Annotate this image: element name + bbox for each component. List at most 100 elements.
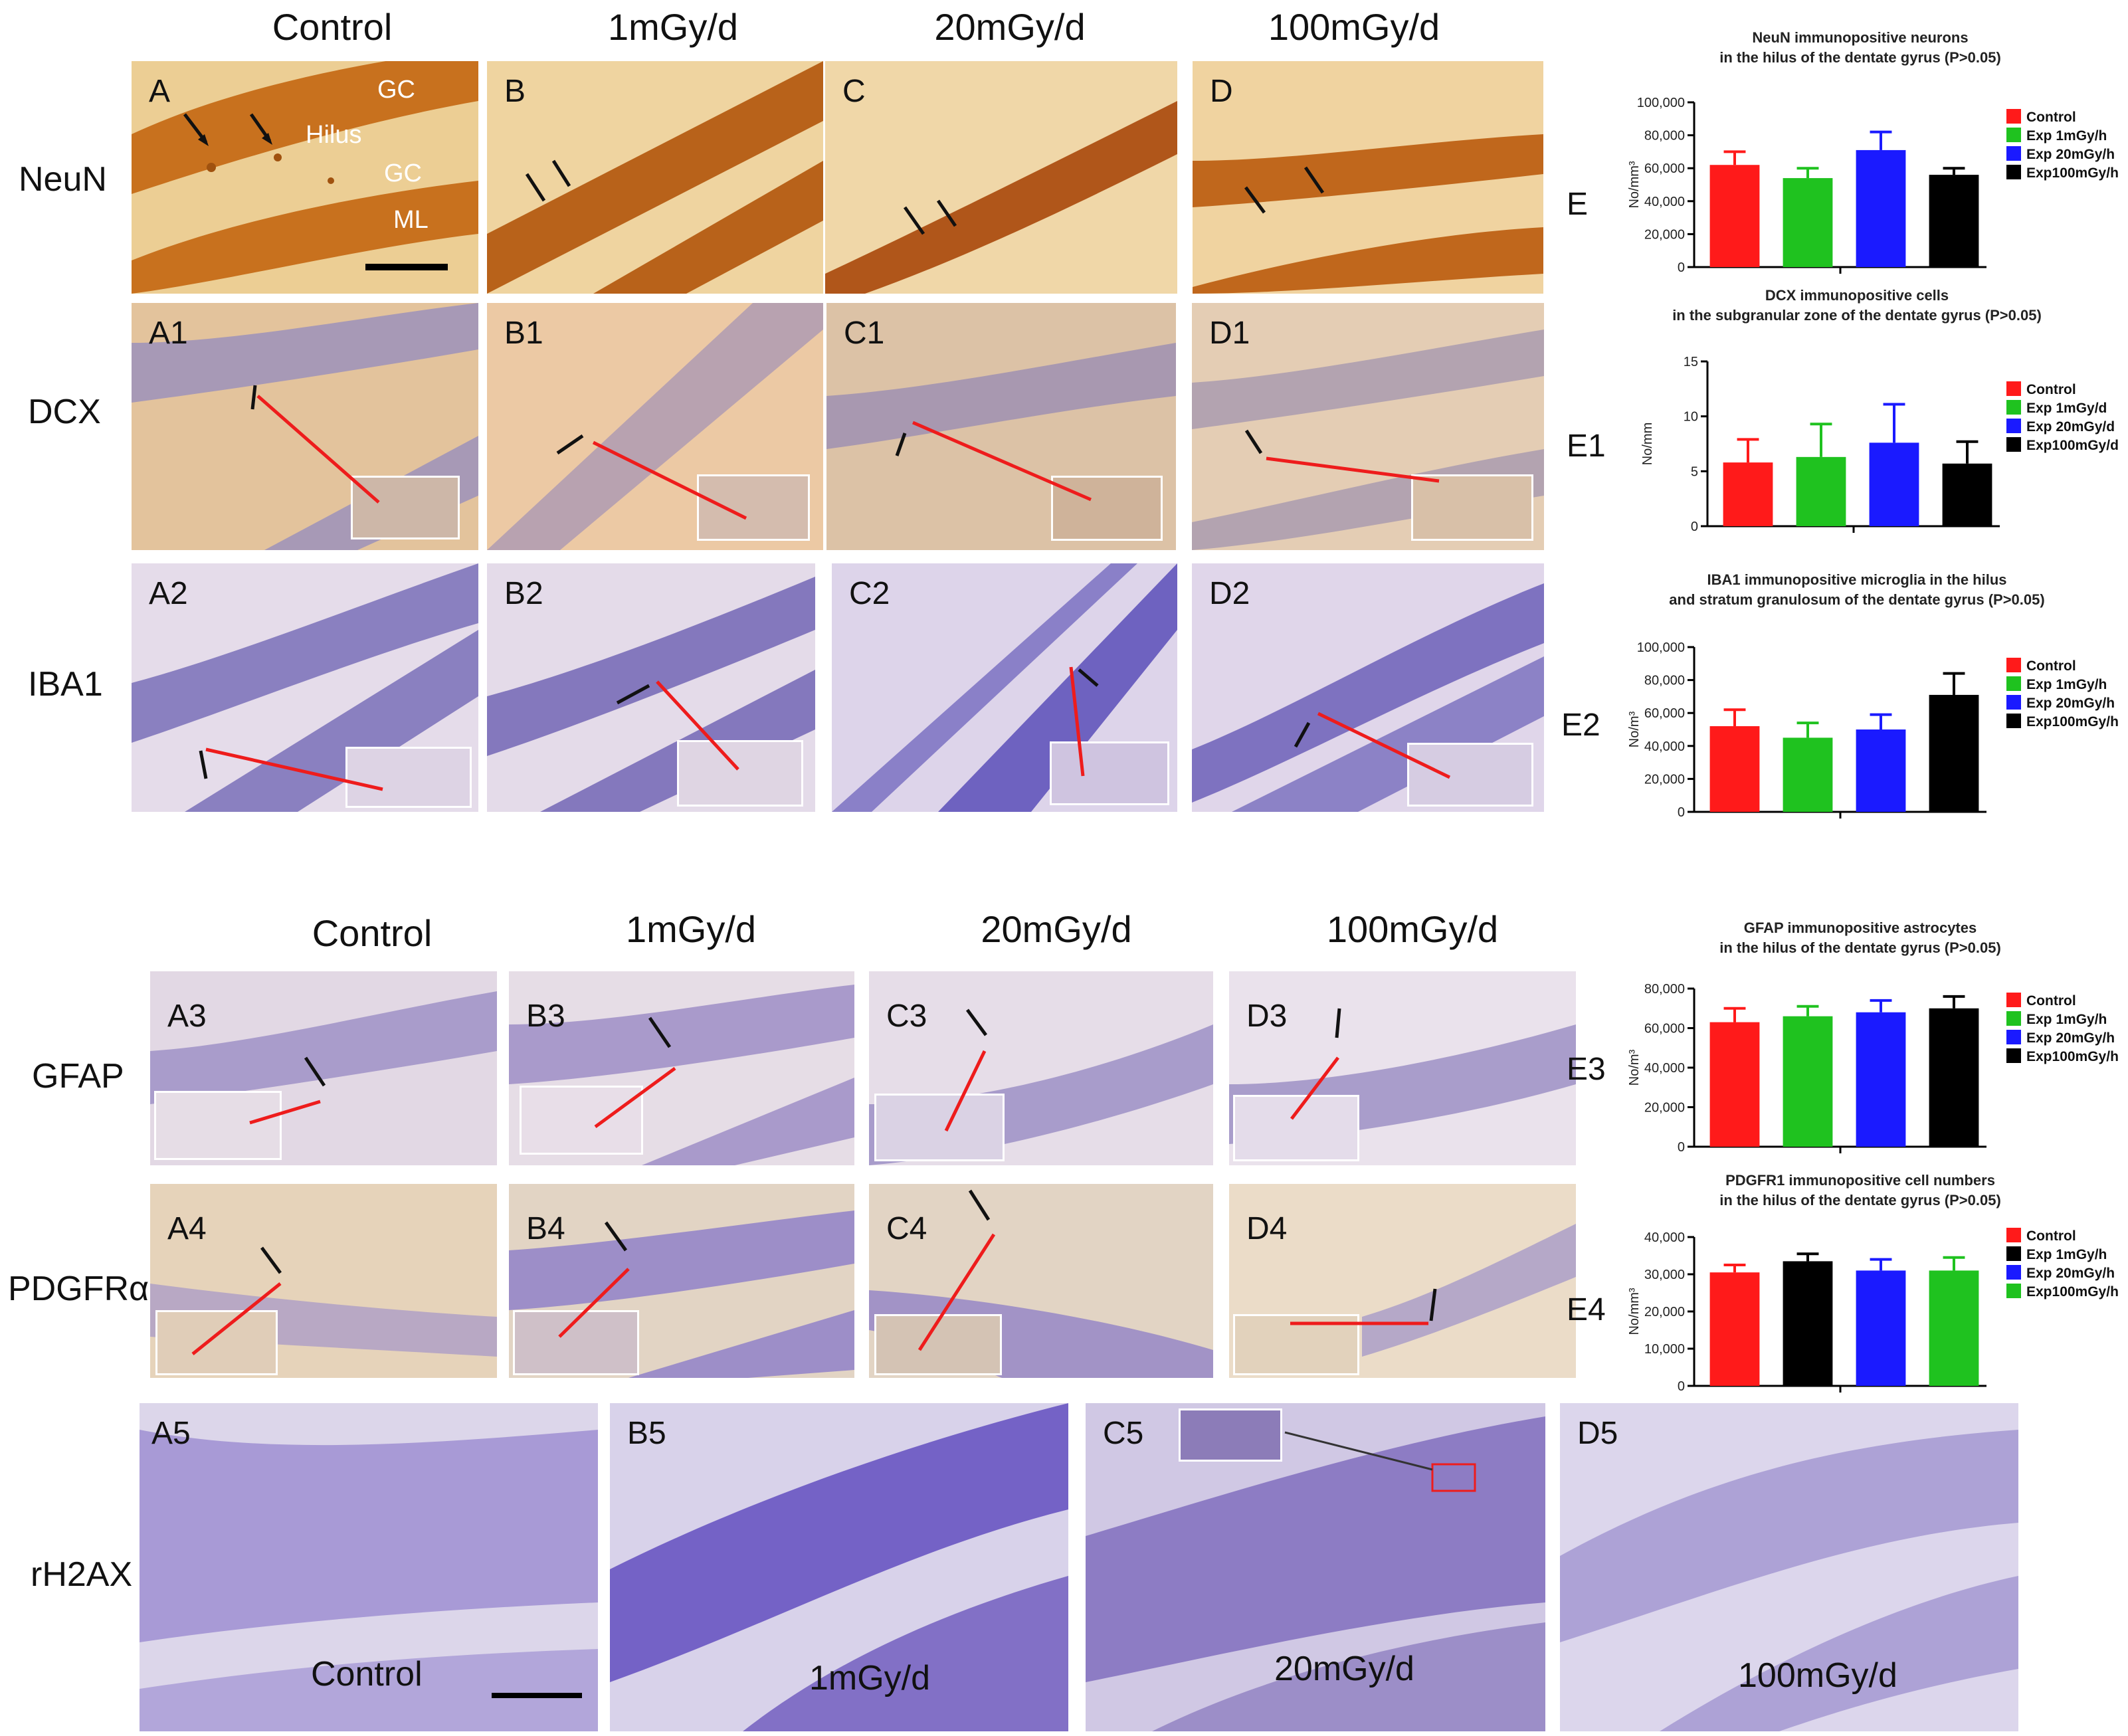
- y-axis-label: No/mm: [1640, 423, 1655, 465]
- arrow-markers: [1284, 1431, 1476, 1492]
- panel-label: B: [504, 74, 526, 109]
- micrograph-rh2ax-100mgy: D5 100mGy/d: [1560, 1403, 2018, 1731]
- arrow-markers: [1294, 712, 1451, 779]
- panel-label: B1: [504, 316, 543, 351]
- y-tick-label: 0: [1678, 260, 1685, 275]
- micrograph-gfap-20mgy: C3: [869, 971, 1213, 1165]
- column-header-control: Control: [272, 6, 393, 48]
- bar: [1942, 463, 1992, 526]
- legend-swatch: [2006, 165, 2021, 179]
- micrograph-dcx-control: A1: [132, 303, 478, 550]
- chart-title-e: NeuN immunopositive neurons in the hilus…: [1608, 28, 2113, 68]
- panel-label: B4: [526, 1211, 565, 1246]
- bar: [1929, 1270, 1979, 1386]
- panel-label: D: [1210, 74, 1233, 109]
- bar: [1929, 175, 1979, 267]
- arrow-markers: [199, 747, 383, 791]
- chart-title-line: GFAP immunopositive astrocytes: [1743, 919, 1977, 936]
- magnified-inset: [1407, 743, 1533, 807]
- y-tick-label: 80,000: [1644, 129, 1685, 144]
- legend-label: Control: [2026, 993, 2076, 1009]
- bar: [1723, 462, 1773, 526]
- magnified-inset: [874, 1094, 1005, 1161]
- magnified-inset: [520, 1086, 643, 1155]
- legend-swatch: [2006, 146, 2021, 161]
- legend-swatch: [2006, 695, 2021, 710]
- legend-label: Exp 1mGy/h: [2026, 1247, 2107, 1262]
- legend-label: Exp 1mGy/h: [2026, 1012, 2107, 1027]
- micrograph-rh2ax-control: A5 Control: [140, 1403, 598, 1731]
- legend-swatch: [2006, 1228, 2021, 1242]
- y-axis-label: No/mm³: [1627, 1288, 1642, 1335]
- bar: [1856, 149, 1906, 267]
- legend-swatch: [2006, 993, 2021, 1007]
- rh2ax-caption: 20mGy/d: [1274, 1650, 1414, 1688]
- arrow-markers: [1244, 166, 1325, 214]
- micrograph-gfap-control: A3: [150, 971, 497, 1165]
- panel-label: D5: [1577, 1416, 1618, 1451]
- legend-label: Exp 20mGy/h: [2026, 696, 2115, 711]
- y-tick-label: 0: [1678, 1140, 1685, 1155]
- chart-title-line: DCX immunopositive cells: [1765, 287, 1949, 304]
- y-tick-label: 60,000: [1644, 1022, 1685, 1036]
- legend-label: Exp 1mGy/d: [2026, 401, 2107, 416]
- magnified-inset: [677, 740, 803, 807]
- chart-title-e1: DCX immunopositive cells in the subgranu…: [1595, 286, 2119, 326]
- magnified-inset: [345, 747, 472, 808]
- scale-bar: [365, 264, 448, 270]
- micrograph-pdgfr-control: A4: [150, 1184, 497, 1378]
- region-label-ml: ML: [393, 206, 429, 234]
- chart-title-line: in the hilus of the dentate gyrus (P>0.0…: [1719, 939, 2001, 956]
- bar: [1783, 1016, 1833, 1147]
- micrograph-pdgfr-1mgy: B4: [509, 1184, 854, 1378]
- micrograph-dcx-1mgy: B1: [487, 303, 823, 550]
- panel-label: A2: [149, 576, 188, 611]
- row-header-pdgfr: PDGFRα: [8, 1270, 149, 1308]
- arrow-markers: [895, 421, 1092, 502]
- y-axis-label: No/m³: [1627, 1049, 1642, 1086]
- legend-swatch: [2006, 437, 2021, 452]
- legend-swatch: [2006, 109, 2021, 124]
- arrow-markers: [1290, 1008, 1341, 1120]
- panel-label: B2: [504, 576, 543, 611]
- bar: [1856, 1270, 1906, 1386]
- bar: [1709, 165, 1760, 267]
- legend-swatch: [2006, 1284, 2021, 1298]
- magnified-inset: [874, 1314, 1002, 1375]
- y-tick-label: 100,000: [1637, 96, 1685, 110]
- micrograph-iba1-1mgy: B2: [487, 563, 815, 812]
- y-tick-label: 20,000: [1644, 772, 1685, 787]
- chart-letter-e4: E4: [1567, 1292, 1606, 1327]
- magnified-inset: [513, 1310, 639, 1375]
- legend-swatch: [2006, 1246, 2021, 1261]
- micrograph-pdgfr-100mgy: D4: [1229, 1184, 1576, 1378]
- magnified-inset: [1411, 474, 1533, 541]
- bar: [1856, 1012, 1906, 1147]
- bar: [1869, 442, 1919, 526]
- panel-label: D1: [1209, 316, 1250, 351]
- magnified-inset: [1233, 1095, 1359, 1161]
- legend-swatch: [2006, 400, 2021, 415]
- bar: [1929, 694, 1979, 812]
- arrow-markers: [183, 113, 448, 270]
- arrow-markers: [250, 385, 380, 504]
- chart-title-e2: IBA1 immunopositive microglia in the hil…: [1595, 570, 2119, 610]
- micrograph-pdgfr-20mgy: C4: [869, 1184, 1213, 1378]
- y-tick-label: 5: [1691, 464, 1698, 479]
- chart-title-line: in the subgranular zone of the dentate g…: [1672, 307, 2042, 324]
- column-header-control: Control: [312, 912, 433, 954]
- panel-label: A3: [167, 999, 207, 1034]
- column-header-100mgy: 100mGy/d: [1268, 6, 1440, 48]
- bar: [1709, 726, 1760, 812]
- legend-label: Control: [2026, 1228, 2076, 1244]
- micrograph-dcx-100mgy: D1: [1192, 303, 1544, 550]
- legend-label: Exp 1mGy/h: [2026, 677, 2107, 692]
- magnified-inset: [154, 1091, 282, 1160]
- bar-chart-gfap: 0 20,000 40,000 60,000 80,000 No/m³ Control Exp…: [1627, 982, 2119, 1155]
- panel-label: C5: [1103, 1416, 1144, 1451]
- scale-bar: [492, 1693, 582, 1698]
- legend-label: Exp100mGy/h: [2026, 1284, 2119, 1300]
- bar-chart-pdgfr: 0 10,000 20,000 30,000 40,000 No/mm³ Control Ex…: [1627, 1228, 2119, 1394]
- magnified-inset: [155, 1310, 278, 1375]
- micrograph-neun-100mgy: D: [1193, 61, 1543, 294]
